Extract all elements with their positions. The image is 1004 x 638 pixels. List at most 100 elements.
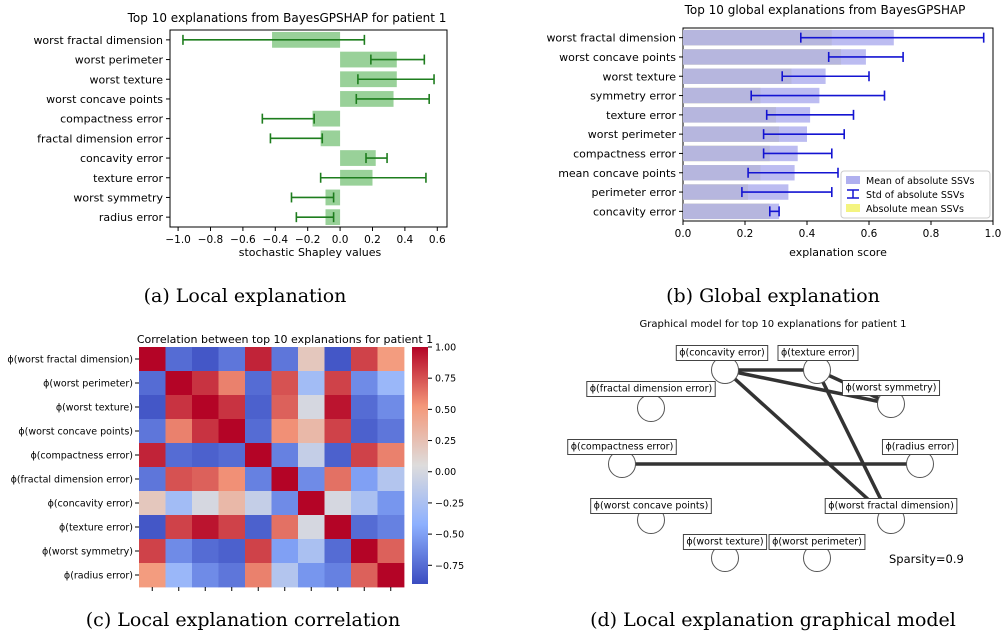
heatmap-row-label-radius-error: ϕ(radius error) <box>64 571 133 582</box>
heatmap-cell <box>324 515 352 540</box>
global-mean-bar-worst-fractal-dimension <box>683 29 894 46</box>
local-chart-title: Top 10 explanations from BayesGPSHAP for… <box>127 11 447 25</box>
global-y-label-compactness-error: compactness error <box>573 147 676 160</box>
local-y-label-radius-error: radius error <box>99 211 164 224</box>
heatmap-cell <box>351 419 378 444</box>
sparsity-label: Sparsity=0.9 <box>889 552 964 566</box>
heatmap-cell <box>298 419 325 444</box>
global-y-label-concavity-error: concavity error <box>593 205 677 218</box>
graph-node-label-worst-texture: ϕ(worst texture) <box>686 537 763 548</box>
heatmap-cell <box>298 443 325 468</box>
heatmap-cell <box>351 563 378 588</box>
heatmap-cell <box>139 347 166 372</box>
graph-edge <box>724 368 892 406</box>
heatmap-cell <box>324 563 352 588</box>
heatmap-cell <box>165 347 193 372</box>
heatmap-cell <box>351 395 378 420</box>
heatmap-cell <box>351 539 378 564</box>
heatmap-row-label-worst-texture: ϕ(worst texture) <box>56 403 133 414</box>
global-x-tick-label: 0.8 <box>923 228 940 240</box>
heatmap-row-label-concavity-error: ϕ(concavity error) <box>48 499 133 510</box>
heatmap-cell <box>271 419 299 444</box>
global-mean-bar-perimeter-error <box>683 184 789 200</box>
local-x-tick-label: −0.4 <box>263 234 289 246</box>
legend-swatch-std <box>847 189 859 199</box>
heatmap-row-label-worst-perimeter: ϕ(worst perimeter) <box>43 379 133 390</box>
heatmap-cell <box>245 395 272 420</box>
heatmap-cell <box>245 467 272 492</box>
graph-node-label-box <box>682 534 768 550</box>
legend-swatch-mean <box>846 176 860 184</box>
global-x-tick-label: 1.0 <box>985 228 1002 240</box>
colorbar-tick-label: −0.75 <box>435 561 464 572</box>
heatmap-cell <box>351 491 378 516</box>
heatmap-cell <box>139 395 166 420</box>
colorbar-ticks: 1.00 0.75 0.50 0.25 0.00 −0.25 −0.50 −0.75 <box>428 343 464 572</box>
caption-b: (b) Global explanation <box>666 285 880 307</box>
heatmap-cell <box>165 563 193 588</box>
global-mean-bar-worst-concave-points <box>683 49 866 65</box>
colorbar-tick-label: 0.50 <box>435 405 456 416</box>
local-x-tick-label: −0.2 <box>295 234 321 246</box>
heatmap-cell <box>218 347 246 372</box>
heatmap-cell <box>218 371 246 396</box>
graph-edge <box>723 368 893 522</box>
local-x-axis-label: stochastic Shapley values <box>239 246 382 259</box>
local-bar-concavity-error <box>340 150 376 166</box>
graph-node-fractal-dimension-error <box>637 394 665 422</box>
global-x-tick-label: 0.6 <box>861 228 878 240</box>
heatmap-cell <box>298 563 325 588</box>
heatmap-cell <box>218 563 246 588</box>
colorbar-tick-label: −0.25 <box>435 498 464 509</box>
heatmap-cell <box>245 539 272 564</box>
graph-node-label-radius-error: ϕ(radius error) <box>885 442 954 453</box>
heatmap-cell <box>298 491 325 516</box>
local-plot-frame <box>169 29 448 228</box>
global-explanation-panel: Top 10 global explanations from BayesGPS… <box>546 3 1001 259</box>
heatmap-cell <box>165 467 193 492</box>
heatmap-cell <box>192 539 219 564</box>
graphical-model-panel: Graphical model for top 10 explanations … <box>567 319 964 572</box>
heatmap-cell <box>271 539 299 564</box>
heatmap-cell <box>298 515 325 540</box>
local-y-label-worst-symmetry: worst symmetry <box>73 191 163 204</box>
heatmap-cell <box>165 395 193 420</box>
graph-node-label-box <box>675 345 769 361</box>
global-y-label-perimeter-error: perimeter error <box>591 186 676 199</box>
heatmap-cell <box>245 515 272 540</box>
global-chart-title: Top 10 global explanations from BayesGPS… <box>684 3 966 17</box>
heatmap-cell <box>245 371 272 396</box>
heatmap-cell <box>192 443 219 468</box>
heatmap-cell <box>165 371 193 396</box>
global-mean-bar-concavity-error <box>683 203 780 220</box>
heatmap-cell <box>377 371 405 396</box>
heatmap-cell <box>298 371 325 396</box>
heatmap-cell <box>377 467 405 492</box>
global-mean-bar-worst-texture <box>683 68 826 84</box>
heatmap-cell <box>298 347 325 372</box>
heatmap-cell <box>139 539 166 564</box>
heatmap-row-label-worst-fractal-dimension: ϕ(worst fractal dimension) <box>7 355 133 366</box>
heatmap-cell <box>271 347 299 372</box>
local-x-tick-label: 0.0 <box>332 234 349 246</box>
local-x-tick-label: −0.6 <box>230 234 256 246</box>
local-x-tick-label: −1.0 <box>165 234 191 246</box>
heatmap-cell <box>218 395 246 420</box>
heatmap-cell <box>192 563 219 588</box>
caption-d: (d) Local explanation graphical model <box>590 609 956 631</box>
heatmap-cell <box>298 395 325 420</box>
heatmap-cell <box>271 515 299 540</box>
local-explanation-panel: Top 10 explanations from BayesGPSHAP for… <box>33 11 448 259</box>
colorbar-tick-label: 0.75 <box>435 374 456 385</box>
heatmap-row-label-compactness-error: ϕ(compactness error) <box>30 451 133 462</box>
local-y-label-fractal-dimension-error: fractal dimension error <box>37 132 163 145</box>
graph-node-label-worst-fractal-dimension: ϕ(worst fractal dimension) <box>828 501 954 512</box>
heatmap-cell <box>271 563 299 588</box>
heatmap-cell <box>139 419 166 444</box>
global-mean-bar-mean-concave-points <box>683 165 795 181</box>
graph-node-label-box <box>777 345 859 361</box>
heatmap-cell <box>271 443 299 468</box>
heatmap-cell <box>377 347 405 372</box>
heatmap-cell <box>192 491 219 516</box>
